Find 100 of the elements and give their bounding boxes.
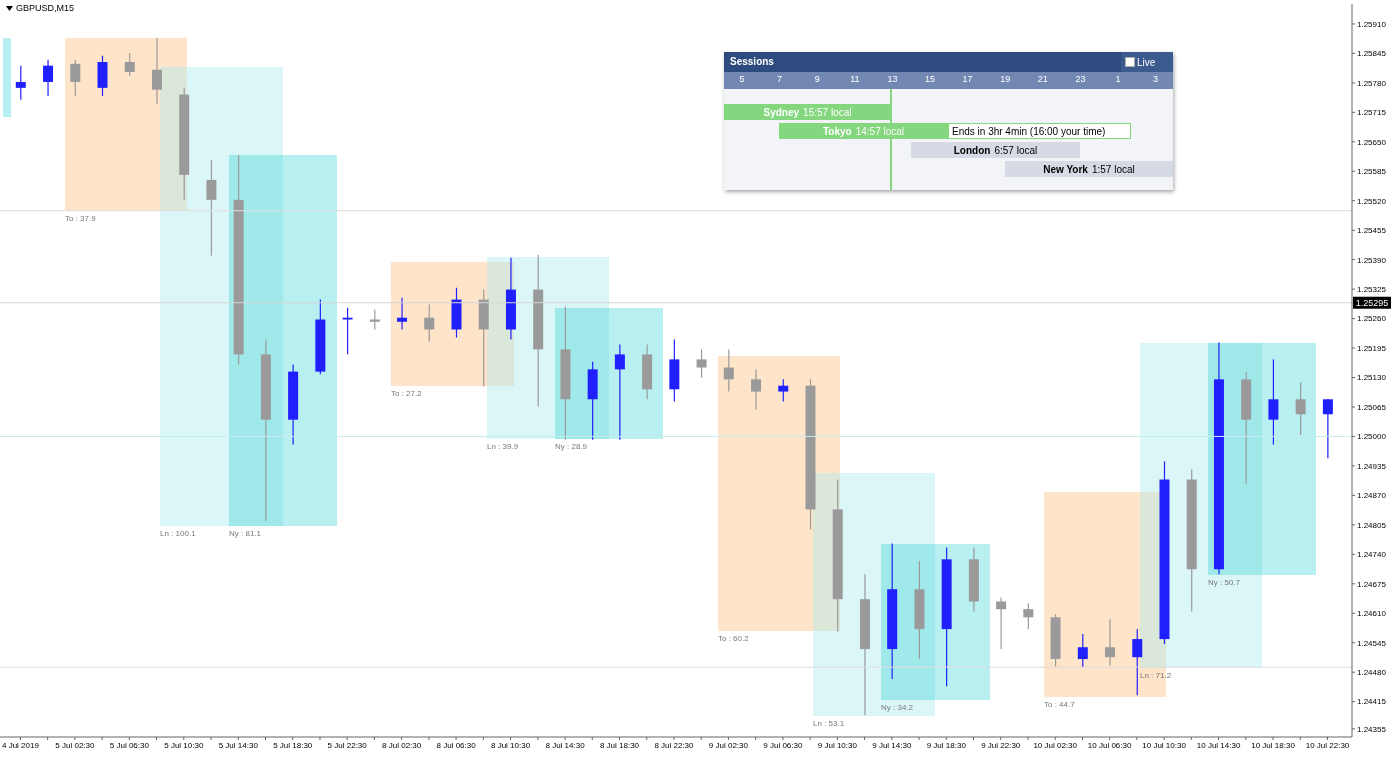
y-tick-label: 1.24740 [1357,550,1387,560]
y-tick-label: 1.24870 [1357,491,1387,501]
y-tick-label: 1.25000 [1357,432,1387,442]
candlestick [1268,358,1279,446]
candlestick [723,348,734,393]
candlestick [1295,381,1306,436]
annotation: 11 [850,74,860,84]
annotation: 1 [1115,74,1121,84]
candlestick [342,307,353,356]
x-tick-label: 8 Jul 02:30 [382,740,422,750]
candlestick [751,368,762,411]
x-tick-label: 9 Jul 02:30 [708,740,749,750]
x-tick-label: 5 Jul 06:30 [109,740,150,750]
annotation: 17 [962,74,973,84]
x-tick-label: 8 Jul 10:30 [491,740,531,750]
candlestick [614,343,625,441]
x-tick-label: 10 Jul 02:30 [1033,740,1078,750]
y-tick-label: 1.25585 [1357,167,1387,177]
x-tick-label: 9 Jul 10:30 [817,740,858,750]
annotation: Ln : 71.2 [1140,671,1172,680]
y-tick-label: 1.25195 [1357,343,1387,353]
x-tick-label: 5 Jul 14:30 [218,740,259,750]
x-tick-label: 9 Jul 22:30 [981,740,1021,750]
ref-line-label: 1.25295 [1355,298,1389,309]
candlestick [124,52,135,77]
x-tick-label: 10 Jul 06:30 [1087,740,1132,750]
y-tick-label: 1.24545 [1357,638,1387,648]
candlestick [1023,602,1034,630]
candlestick [70,59,81,97]
annotation: Ln : 100.1 [160,529,196,538]
annotation: New York 1:57 local [1043,163,1135,175]
candlestick [696,348,707,379]
x-tick-label: 8 Jul 22:30 [654,740,695,750]
y-tick-label: 1.24935 [1357,461,1387,471]
x-tick-label: 9 Jul 18:30 [926,740,967,750]
x-tick-label: 8 Jul 18:30 [599,740,640,750]
candlestick [151,37,162,105]
x-tick-label: 8 Jul 06:30 [436,740,477,750]
annotation: To : 27.2 [391,389,422,398]
y-tick-label: 1.25715 [1357,108,1387,118]
y-tick-label: 1.25260 [1357,314,1387,324]
annotation: Ln : 39.9 [487,442,519,451]
x-tick-label: 10 Jul 10:30 [1142,740,1187,750]
annotation: 13 [887,74,898,84]
x-tick-label: 5 Jul 22:30 [327,740,368,750]
y-tick-label: 1.24415 [1357,697,1387,707]
annotation: Ny : 34.2 [881,703,914,712]
y-tick-label: 1.25130 [1357,373,1387,383]
annotation: Ny : 50.7 [1208,578,1241,587]
annotation: London 6:57 local [953,144,1038,156]
x-tick-label: 5 Jul 18:30 [273,740,313,750]
chart-title: GBPUSD,M15 [16,3,75,13]
x-tick-label: 9 Jul 06:30 [763,740,803,750]
y-tick-label: 1.24675 [1357,579,1387,589]
annotation: To : 37.9 [65,214,96,223]
y-tick-label: 1.25910 [1357,19,1387,29]
candlestick [206,159,217,257]
annotation: Ends in 3hr 4min (16:00 your time) [948,123,1131,139]
candlestick [1105,618,1116,666]
annotation: 3 [1153,74,1159,84]
annotation: 15 [924,74,936,84]
candlestick [397,297,408,331]
candlestick [778,378,789,403]
y-tick-label: 1.24805 [1357,520,1387,530]
x-tick-label: 5 Jul 10:30 [164,740,204,750]
x-tick-label: 10 Jul 14:30 [1196,740,1241,750]
annotation: 21 [1037,74,1048,84]
candlestick [43,59,54,97]
x-tick-label: 4 Jul 2019 [1,740,40,750]
candlestick [424,303,435,343]
annotation: Tokyo 14:57 local [822,125,905,137]
y-tick-label: 1.25390 [1357,255,1387,265]
x-tick-label: 10 Jul 18:30 [1251,740,1296,750]
x-tick-label: 5 Jul 02:30 [55,740,96,750]
annotation: Sydney 15:57 local [763,106,852,118]
annotation: 23 [1075,74,1086,84]
y-tick-label: 1.25325 [1357,284,1387,294]
annotation: Ny : 28.9 [555,442,588,451]
y-tick-label: 1.25650 [1357,137,1387,147]
annotation: 5 [739,74,745,84]
y-tick-label: 1.25845 [1357,49,1387,59]
annotation: Live [1137,56,1156,68]
x-tick-label: 10 Jul 22:30 [1305,740,1350,750]
y-tick-label: 1.24610 [1357,609,1387,619]
annotation: 7 [777,74,783,84]
candlestick [1077,633,1088,668]
candlestick [15,65,26,101]
annotation: To : 60.2 [718,634,749,643]
annotation: Sessions [730,56,774,67]
y-tick-label: 1.25065 [1357,402,1387,412]
y-tick-label: 1.25455 [1357,226,1387,236]
y-tick-label: 1.24480 [1357,668,1387,678]
annotation: To : 44.7 [1044,700,1075,709]
y-tick-label: 1.24355 [1357,724,1387,734]
annotation: 9 [814,74,820,84]
annotation: Ln : 53.1 [813,719,845,728]
candlestick [996,596,1007,650]
y-tick-label: 1.25520 [1357,196,1387,206]
candlestick [1322,398,1333,459]
x-tick-label: 9 Jul 14:30 [872,740,912,750]
